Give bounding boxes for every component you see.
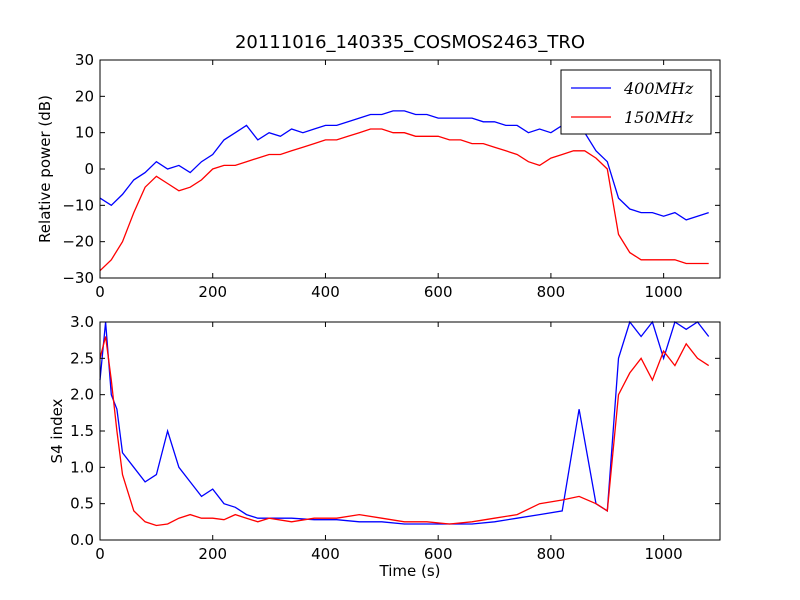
s4-xtick-label: 200 <box>198 545 227 563</box>
s4-ytick-label: 2.5 <box>70 349 94 367</box>
s4-series-150mhz <box>99 336 710 527</box>
power-panel: 0 200 400 600 800 1000 −30 −20 −10 0 10 20 30 Relati… <box>36 51 721 301</box>
legend-label-400: 400MHz <box>623 79 694 98</box>
s4-xlabel: Time (s) <box>379 562 441 580</box>
s4-xtick-label: 0 <box>95 545 105 563</box>
power-series-400mhz <box>99 110 709 221</box>
power-ytick-label: −10 <box>62 196 94 214</box>
s4-xtick-label: 800 <box>537 545 566 563</box>
figure-title: 20111016_140335_COSMOS2463_TRO <box>235 32 585 53</box>
power-ytick-label: 20 <box>75 87 94 105</box>
s4-xtick-label: 600 <box>424 545 453 563</box>
legend: 400MHz 150MHz <box>560 69 712 135</box>
s4-panel: 0 200 400 600 800 1000 0.0 0.5 1.0 1.5 2.0 2.5 3.0 S… <box>48 313 721 580</box>
power-series-group <box>99 110 709 272</box>
power-xtick-label: 1000 <box>645 283 683 301</box>
power-ytick-label: −20 <box>62 233 94 251</box>
power-ylabel: Relative power (dB) <box>36 95 54 243</box>
power-ytick-label: 30 <box>75 51 94 69</box>
power-axes-ticks: 0 200 400 600 800 1000 −30 −20 −10 0 10 20 30 <box>62 51 720 301</box>
power-xtick-label: 600 <box>424 283 453 301</box>
s4-ytick-label: 0.5 <box>70 495 94 513</box>
legend-label-150: 150MHz <box>624 108 694 127</box>
power-xtick-label: 400 <box>311 283 340 301</box>
s4-xtick-label: 400 <box>311 545 340 563</box>
s4-ytick-label: 1.0 <box>70 458 94 476</box>
s4-axes-ticks: 0 200 400 600 800 1000 0.0 0.5 1.0 1.5 2.0 2.5 3.0 <box>70 313 720 563</box>
legend-box <box>560 69 712 135</box>
s4-ytick-label: 2.0 <box>70 386 94 404</box>
power-xtick-label: 800 <box>537 283 566 301</box>
s4-ylabel: S4 index <box>48 398 66 463</box>
power-ytick-label: 10 <box>75 124 94 142</box>
power-xtick-label: 0 <box>95 283 105 301</box>
s4-ytick-label: 1.5 <box>70 422 94 440</box>
power-ytick-label: −30 <box>62 269 94 287</box>
s4-ytick-label: 0.0 <box>70 531 94 549</box>
power-ytick-label: 0 <box>84 160 94 178</box>
power-series-150mhz <box>99 128 709 272</box>
s4-ytick-label: 3.0 <box>70 313 94 331</box>
s4-xtick-label: 1000 <box>645 545 683 563</box>
power-xtick-label: 200 <box>198 283 227 301</box>
